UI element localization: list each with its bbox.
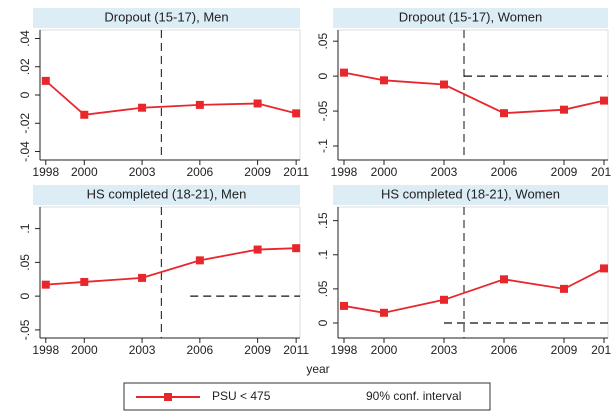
y-tick-label: -.02 bbox=[18, 113, 32, 134]
series-line bbox=[45, 247, 297, 286]
point bbox=[253, 245, 262, 254]
y-tick-label: -.1 bbox=[316, 139, 330, 153]
x-tick-label: 1998 bbox=[331, 343, 358, 357]
x-tick-label: 2000 bbox=[371, 165, 398, 179]
y-tick-label: 0 bbox=[316, 319, 330, 326]
series-line bbox=[343, 71, 605, 115]
y-tick-label: .1 bbox=[316, 249, 330, 259]
plot-area bbox=[337, 29, 609, 161]
point bbox=[560, 105, 568, 114]
point bbox=[340, 68, 348, 77]
y-tick-label: .1 bbox=[18, 223, 32, 233]
point bbox=[560, 284, 568, 293]
x-tick-label: 2009 bbox=[244, 343, 271, 357]
y-tick-label: .05 bbox=[18, 254, 32, 271]
title-band bbox=[33, 185, 300, 205]
y-tick-label: .02 bbox=[18, 58, 32, 75]
x-tick-label: 2009 bbox=[551, 165, 578, 179]
point bbox=[138, 103, 147, 112]
x-axis-label: year bbox=[306, 362, 329, 376]
x-tick-label: 2009 bbox=[244, 165, 271, 179]
y-tick-label: 0 bbox=[18, 292, 32, 299]
x-tick-label: 2011 bbox=[591, 343, 611, 357]
point bbox=[440, 295, 448, 304]
x-tick-label: 2003 bbox=[431, 343, 458, 357]
x-tick-label: 2000 bbox=[71, 343, 98, 357]
plot-area bbox=[39, 29, 301, 161]
point bbox=[41, 280, 50, 289]
panel-title: HS completed (18-21), Men bbox=[87, 186, 247, 201]
legend-label: 90% conf. interval bbox=[366, 389, 461, 403]
x-tick-label: 2011 bbox=[283, 343, 309, 357]
point bbox=[440, 80, 448, 89]
x-tick-label: 2006 bbox=[187, 165, 214, 179]
x-tick-label: 2009 bbox=[551, 343, 578, 357]
x-tick-label: 2011 bbox=[591, 165, 611, 179]
y-tick-label: .15 bbox=[316, 212, 330, 229]
point bbox=[80, 110, 89, 119]
x-tick-label: 2003 bbox=[129, 165, 156, 179]
panel-title: Dropout (15-17), Men bbox=[104, 9, 228, 24]
point bbox=[340, 301, 348, 310]
panel-title: Dropout (15-17), Women bbox=[399, 9, 543, 24]
point bbox=[80, 277, 89, 286]
y-tick-label: .05 bbox=[316, 280, 330, 297]
y-tick-label: .04 bbox=[18, 30, 32, 47]
x-tick-label: 1998 bbox=[331, 165, 358, 179]
point bbox=[292, 109, 301, 118]
x-tick-label: 2006 bbox=[187, 343, 214, 357]
y-tick-label: .05 bbox=[316, 33, 330, 50]
x-tick-label: 1998 bbox=[32, 165, 59, 179]
point bbox=[600, 96, 608, 105]
plot-area bbox=[39, 206, 301, 339]
point bbox=[500, 275, 508, 284]
series-line bbox=[45, 80, 297, 116]
point bbox=[138, 273, 147, 282]
title-band bbox=[333, 8, 608, 28]
point bbox=[195, 100, 204, 109]
point bbox=[253, 99, 262, 108]
legend-label: PSU < 475 bbox=[212, 389, 271, 403]
x-tick-label: 2003 bbox=[129, 343, 156, 357]
point bbox=[41, 76, 50, 85]
panel-title: HS completed (18-21), Women bbox=[381, 186, 560, 201]
y-tick-label: -.05 bbox=[18, 319, 32, 340]
y-tick-label: 0 bbox=[316, 72, 330, 79]
legend-marker bbox=[164, 393, 172, 401]
x-tick-label: 2003 bbox=[431, 165, 458, 179]
x-tick-label: 2000 bbox=[371, 343, 398, 357]
point bbox=[380, 308, 388, 317]
series-line bbox=[343, 267, 605, 314]
title-band bbox=[33, 8, 300, 28]
y-tick-label: -.04 bbox=[18, 141, 32, 162]
x-tick-label: 2006 bbox=[491, 343, 518, 357]
plot-area bbox=[337, 206, 609, 339]
point bbox=[292, 244, 301, 253]
point bbox=[500, 109, 508, 118]
point bbox=[380, 76, 388, 85]
x-tick-label: 1998 bbox=[32, 343, 59, 357]
point bbox=[195, 256, 204, 265]
y-tick-label: 0 bbox=[18, 91, 32, 98]
point bbox=[600, 264, 608, 273]
title-band bbox=[333, 185, 608, 205]
x-tick-label: 2000 bbox=[71, 165, 98, 179]
x-tick-label: 2006 bbox=[491, 165, 518, 179]
y-tick-label: -.05 bbox=[316, 100, 330, 121]
x-tick-label: 2011 bbox=[283, 165, 309, 179]
